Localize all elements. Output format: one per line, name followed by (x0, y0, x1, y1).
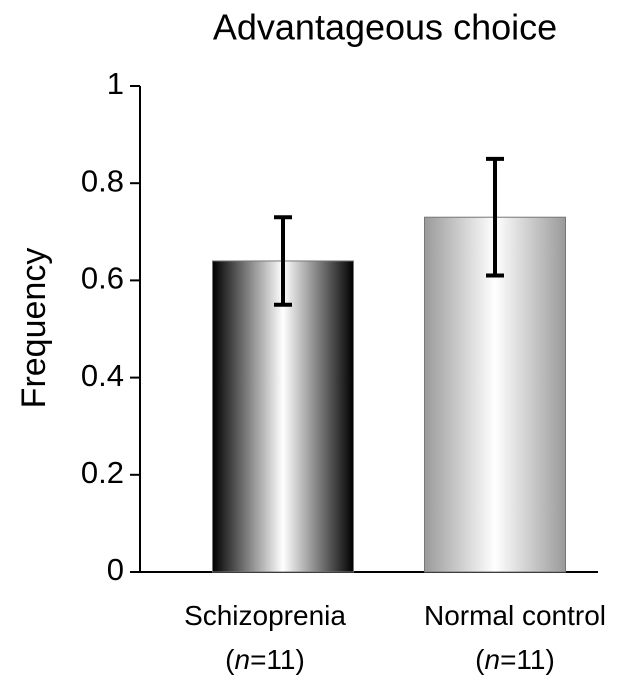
x-tick-label-line: (n=11) (225, 644, 305, 675)
y-tick-label: 0.4 (81, 358, 124, 393)
error-bar (486, 156, 504, 278)
y-tick-label: 0.2 (81, 455, 124, 490)
y-tick-label: 1 (107, 66, 124, 101)
y-axis-label: Frequency (15, 248, 53, 409)
y-tick-label: 0.6 (81, 261, 124, 296)
x-tick-label: Normal control (n=11) (424, 600, 606, 675)
x-tick-label-line: (n=11) (475, 644, 555, 675)
y-tick-label: 0.8 (81, 163, 124, 198)
x-tick-label-italic: n (235, 644, 251, 675)
x-tick-label-italic: n (485, 644, 501, 675)
x-tick-label-line: Schizoprenia (184, 600, 346, 631)
chart-title: Advantageous choice (213, 7, 557, 48)
bar (212, 260, 354, 573)
error-bar (274, 215, 292, 307)
y-tick-label: 0 (107, 552, 124, 587)
x-tick-label-line: Normal control (424, 600, 606, 631)
x-tick-label: Schizoprenia (n=11) (184, 600, 346, 675)
